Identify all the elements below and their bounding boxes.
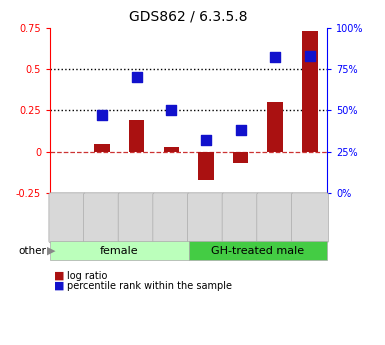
Text: ▶: ▶: [47, 246, 55, 256]
Bar: [198, 152, 214, 180]
Bar: [302, 31, 318, 152]
Point: [272, 55, 278, 60]
Bar: [164, 147, 179, 152]
Point: [307, 53, 313, 59]
Text: log ratio: log ratio: [67, 271, 108, 280]
Point: [99, 112, 105, 118]
Text: percentile rank within the sample: percentile rank within the sample: [67, 281, 233, 291]
Bar: [268, 102, 283, 152]
Point: [134, 75, 140, 80]
Text: female: female: [100, 246, 139, 256]
Title: GDS862 / 6.3.5.8: GDS862 / 6.3.5.8: [129, 10, 248, 24]
Point: [168, 108, 174, 113]
Text: ■: ■: [54, 281, 64, 291]
Text: GH-treated male: GH-treated male: [211, 246, 305, 256]
Point: [238, 128, 244, 133]
Text: ■: ■: [54, 271, 64, 280]
Point: [203, 137, 209, 143]
Bar: [233, 152, 248, 164]
Text: other: other: [18, 246, 46, 256]
Bar: [129, 120, 144, 152]
Bar: [94, 144, 110, 152]
